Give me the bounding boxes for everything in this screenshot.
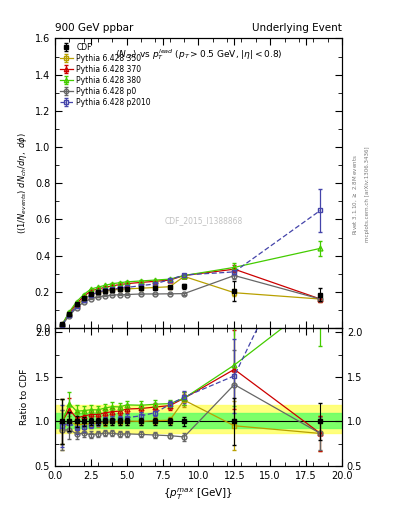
Text: Underlying Event: Underlying Event <box>252 23 342 33</box>
Text: $\langle N_{ch}\rangle$ vs $p_T^{lead}$ ($p_T > 0.5$ GeV, $|\eta| < 0.8$): $\langle N_{ch}\rangle$ vs $p_T^{lead}$ … <box>115 47 282 62</box>
Text: Rivet 3.1.10, $\geq$ 2.8M events: Rivet 3.1.10, $\geq$ 2.8M events <box>352 154 359 235</box>
X-axis label: $\{p_T^{max}\ [\mathrm{GeV}]\}$: $\{p_T^{max}\ [\mathrm{GeV}]\}$ <box>163 486 233 502</box>
Text: mcplots.cern.ch [arXiv:1306.3436]: mcplots.cern.ch [arXiv:1306.3436] <box>365 147 371 242</box>
Y-axis label: $((1/N_{events})\ dN_{ch}/d\eta,\ d\phi)$: $((1/N_{events})\ dN_{ch}/d\eta,\ d\phi)… <box>16 133 29 234</box>
Text: CDF_2015_I1388868: CDF_2015_I1388868 <box>165 217 243 225</box>
Bar <box>55 406 342 433</box>
Y-axis label: Ratio to CDF: Ratio to CDF <box>20 369 29 425</box>
Text: 900 GeV ppbar: 900 GeV ppbar <box>55 23 133 33</box>
Legend: CDF, Pythia 6.428 350, Pythia 6.428 370, Pythia 6.428 380, Pythia 6.428 p0, Pyth: CDF, Pythia 6.428 350, Pythia 6.428 370,… <box>58 41 152 108</box>
Bar <box>55 413 342 428</box>
